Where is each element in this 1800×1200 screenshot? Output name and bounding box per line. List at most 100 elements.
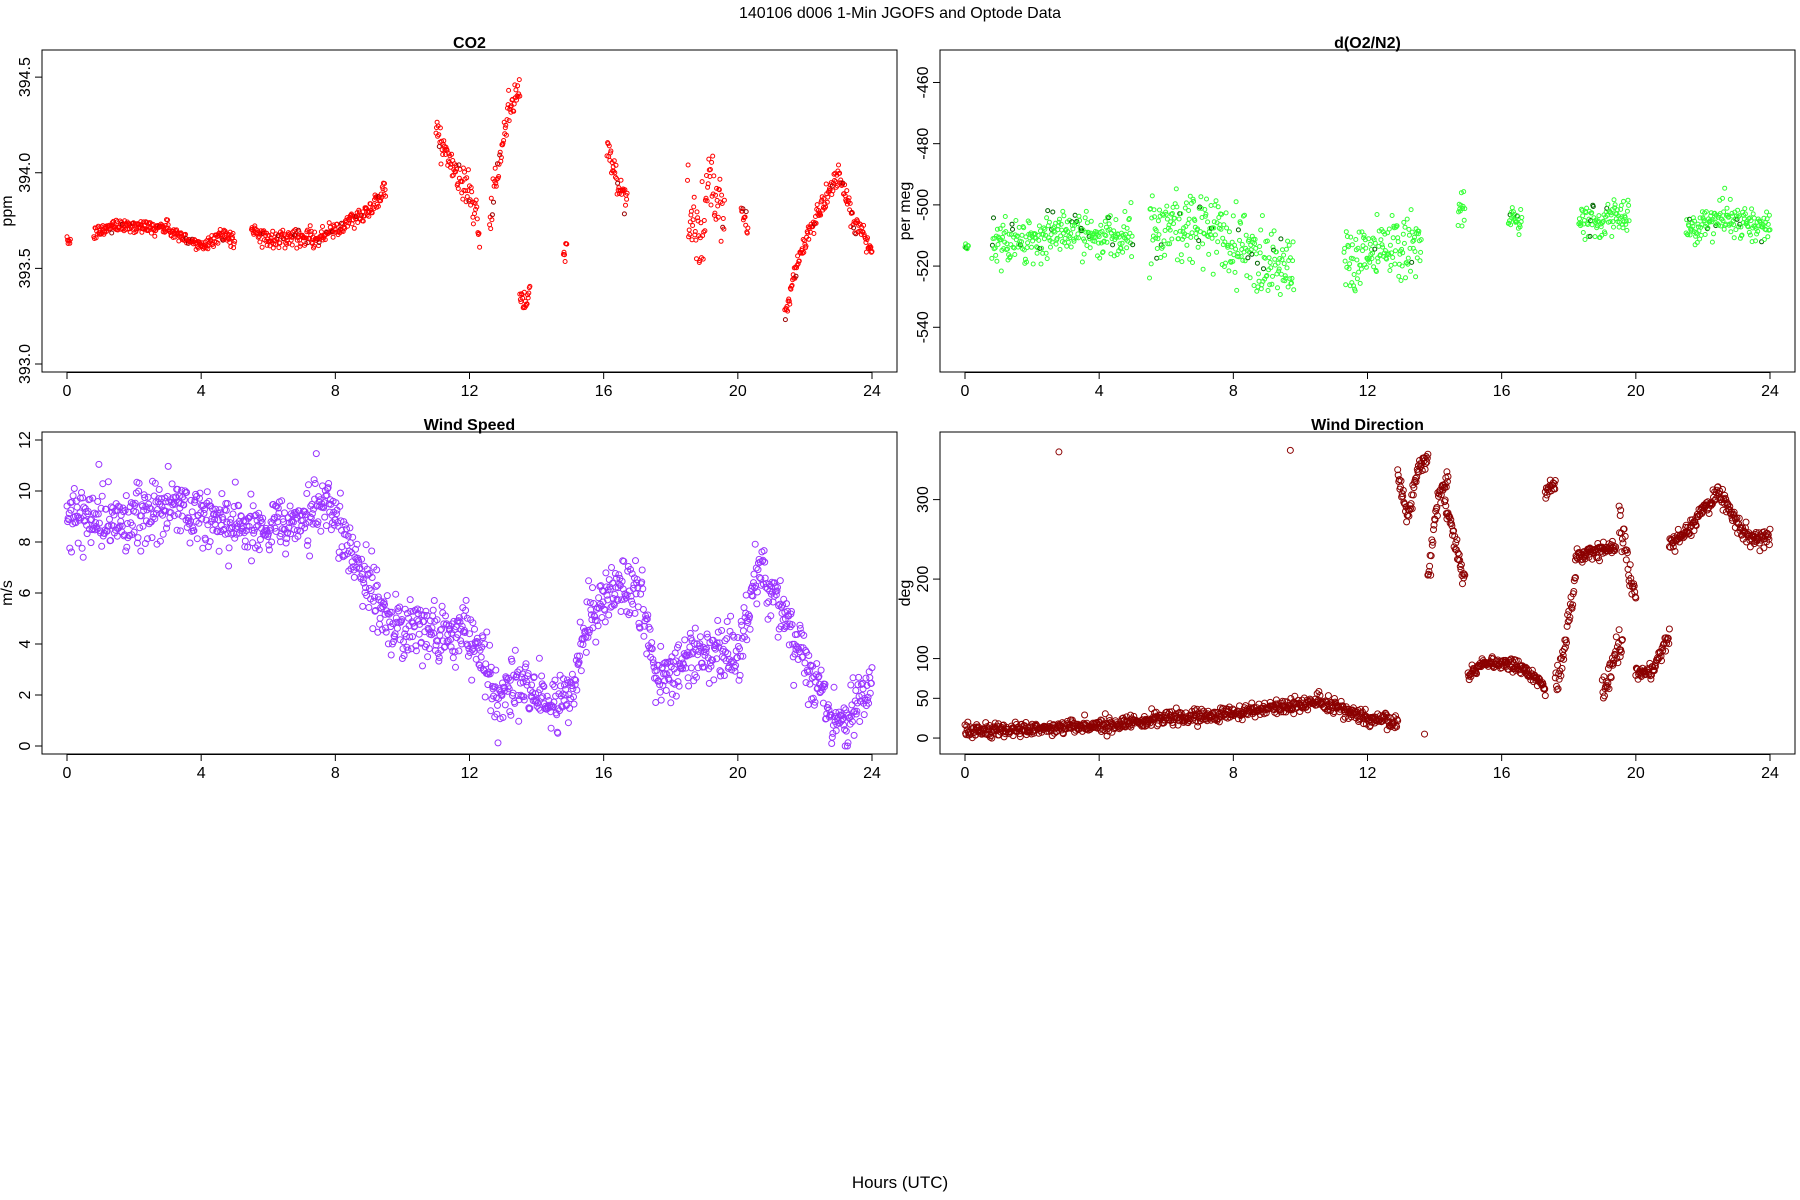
data-point [1257,244,1263,249]
data-point [165,217,171,223]
data-point [1117,241,1123,247]
data-point [1190,260,1195,265]
data-point [180,496,188,504]
data-point [454,617,462,625]
data-point [564,241,570,247]
data-point [844,188,850,194]
data-point [1044,256,1050,262]
data-point [1731,235,1737,241]
data-point [503,122,509,128]
data-point [231,241,237,247]
data-point [994,258,1000,264]
data-point [109,220,115,226]
data-point [308,228,314,234]
data-point [1273,249,1279,255]
data-point [1403,275,1408,281]
y-tick-label: 393.0 [17,344,34,384]
data-point [1191,198,1197,204]
data-point [371,607,379,615]
data-point [468,646,476,654]
data-point [1218,226,1224,232]
data-point [992,245,998,251]
data-point [1607,219,1613,225]
data-point [1200,266,1206,272]
data-point [241,537,249,545]
data-point [196,494,203,502]
data-point [1760,544,1768,552]
data-point [479,634,487,642]
y-axis-label: per meg [897,182,914,241]
data-point [321,513,329,521]
data-point [1116,234,1122,240]
data-point [1755,228,1761,234]
data-point [1009,221,1015,227]
data-point [1363,264,1369,270]
panel-title: Wind Speed [424,417,515,434]
y-tick-label: 300 [915,486,932,513]
data-point [395,607,402,615]
data-point [1105,727,1113,735]
data-point [1395,239,1401,245]
data-point [463,614,471,622]
data-point [256,536,264,543]
data-point [711,173,717,179]
data-point [793,273,799,279]
data-point [203,488,211,496]
data-point [1189,230,1195,236]
data-point [1072,212,1078,218]
data-point [1623,549,1631,557]
data-point [1000,234,1005,240]
data-point [862,674,870,682]
data-point [511,108,517,114]
data-point [713,639,721,647]
data-point [293,227,299,232]
data-point [289,242,295,248]
data-point [1459,223,1465,229]
data-point [1609,234,1615,239]
data-point [703,630,711,638]
series-points [962,185,1773,297]
data-point [1382,248,1388,254]
data-point [708,202,714,208]
data-point [1394,717,1402,725]
data-point [469,189,475,195]
data-point [668,690,676,698]
data-point [1764,216,1770,222]
data-point [163,222,169,228]
x-tick-label: 20 [1627,383,1645,400]
data-point [739,652,747,660]
data-point [1221,222,1227,228]
data-point [150,492,158,500]
data-point [1346,266,1352,272]
data-point [400,652,408,660]
data-point [632,590,640,598]
data-point [484,681,492,689]
data-point [1084,243,1090,248]
data-point [99,480,107,488]
data-point [221,530,229,538]
data-point [488,226,494,232]
data-point [631,609,639,617]
data-point [675,682,683,690]
data-point [585,577,593,585]
data-point [701,645,709,653]
data-point [1148,261,1154,267]
data-point [965,243,971,249]
data-point [327,526,335,534]
data-point [1473,670,1480,678]
data-point [406,633,414,641]
data-point [865,699,873,707]
data-point [229,510,237,518]
data-point [1421,730,1429,738]
data-point [1240,213,1246,219]
data-point [577,667,585,675]
data-point [727,658,735,666]
data-point [846,195,852,201]
data-point [320,499,328,507]
data-point [818,686,826,694]
data-point [1226,268,1232,274]
data-point [681,636,689,644]
data-point [570,700,578,708]
data-point [486,670,494,678]
